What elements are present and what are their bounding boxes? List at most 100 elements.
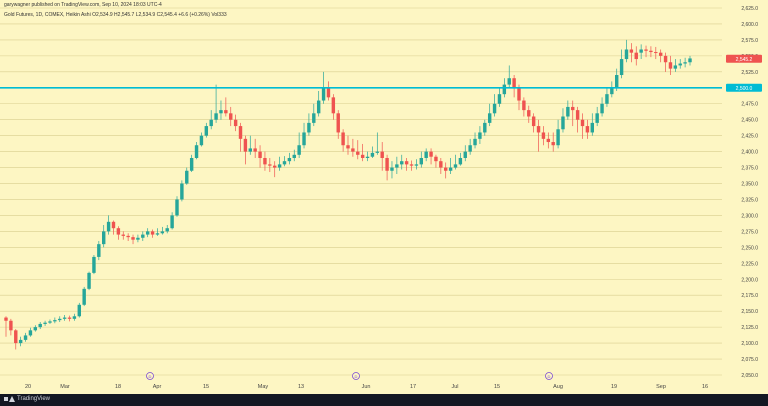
candle-body — [351, 148, 355, 152]
x-tick-label: Sep — [656, 384, 666, 390]
candle-body — [204, 126, 209, 136]
candle-body — [165, 228, 169, 232]
candle-body — [18, 339, 23, 344]
candle-body — [28, 330, 33, 336]
candle-body — [624, 49, 629, 60]
price-chart[interactable]: 2,625.02,600.02,575.02,550.02,525.02,500… — [0, 0, 768, 394]
event-marker — [352, 372, 360, 380]
candle-body — [170, 215, 174, 229]
candle-body — [243, 138, 248, 152]
y-tick-label: 2,125.0 — [741, 325, 758, 331]
candle-body — [585, 126, 590, 133]
candle-body — [141, 234, 145, 238]
candle-body — [341, 132, 345, 146]
last-price-label: 2,545.2 — [736, 57, 753, 63]
y-tick-label: 2,100.0 — [741, 341, 758, 347]
footer-bar: TradingView — [0, 394, 768, 406]
candle-body — [214, 113, 218, 120]
tradingview-logo-icon — [4, 396, 15, 402]
candle-body — [600, 103, 604, 114]
y-tick-label: 2,450.0 — [741, 118, 758, 124]
candle-body — [390, 167, 394, 171]
candle-body — [590, 122, 594, 133]
y-tick-label: 2,300.0 — [741, 213, 758, 219]
candle-body — [448, 167, 453, 171]
candle-body — [634, 52, 638, 60]
candle-body — [194, 145, 199, 158]
candle-body — [316, 100, 321, 114]
candle-body — [199, 135, 204, 146]
candle-body — [595, 113, 599, 123]
y-tick-label: 2,425.0 — [741, 134, 758, 140]
candle-body — [9, 320, 13, 331]
candle-body — [307, 122, 311, 133]
candle-body — [375, 151, 380, 153]
candle-body — [175, 199, 179, 216]
x-tick-label: 18 — [115, 384, 121, 390]
y-tick-label: 2,400.0 — [741, 150, 758, 156]
candle-body — [478, 132, 482, 139]
candle-body — [346, 145, 350, 149]
candle-body — [82, 288, 86, 305]
event-marker-label: D — [149, 374, 152, 379]
candle-body — [536, 126, 541, 133]
candle-body — [233, 119, 238, 127]
candle-body — [571, 106, 575, 111]
candle-body — [644, 49, 648, 51]
candle-body — [414, 164, 419, 166]
candle-body — [370, 152, 375, 157]
candle-body — [155, 233, 160, 235]
candle-body — [580, 119, 585, 127]
candle-body — [512, 78, 516, 88]
candle-body — [229, 113, 233, 120]
candle-body — [688, 58, 692, 63]
candle-body — [527, 110, 531, 117]
event-marker-label: D — [355, 374, 358, 379]
candle-body — [678, 63, 682, 66]
x-tick-label: 15 — [494, 384, 500, 390]
x-tick-label: 16 — [702, 384, 708, 390]
y-tick-label: 2,075.0 — [741, 357, 758, 363]
candle-body — [419, 157, 423, 165]
candle-body — [522, 100, 526, 111]
candle-body — [253, 148, 257, 152]
x-tick-label: 19 — [611, 384, 617, 390]
x-tick-label: Mar — [60, 384, 70, 390]
candle-body — [121, 234, 125, 236]
candle-body — [497, 94, 502, 104]
candle-body — [619, 59, 624, 76]
candle-body — [67, 317, 72, 319]
candle-body — [541, 132, 546, 139]
candle-body — [258, 151, 262, 158]
candle-body — [58, 318, 62, 321]
candle-body — [136, 237, 140, 240]
candle-body — [277, 164, 282, 168]
tradingview-logo[interactable]: TradingView — [4, 396, 50, 402]
candle-body — [23, 335, 28, 340]
candle-body — [487, 113, 492, 123]
candle-body — [492, 103, 497, 114]
y-tick-label: 2,050.0 — [741, 373, 758, 379]
candle-body — [453, 164, 458, 168]
candle-body — [424, 151, 428, 158]
candle-body — [566, 106, 570, 117]
candle-body — [546, 138, 551, 143]
candle-body — [556, 129, 560, 146]
candle-body — [14, 330, 18, 344]
candle-body — [356, 151, 360, 155]
candle-body — [654, 52, 658, 54]
candle-body — [287, 157, 292, 162]
y-tick-label: 2,325.0 — [741, 197, 758, 203]
candle-body — [145, 231, 150, 235]
candle-body — [209, 119, 213, 127]
candle-body — [111, 221, 116, 229]
candle-body — [507, 78, 511, 85]
candle-body — [248, 148, 252, 152]
candle-body — [116, 228, 121, 235]
x-tick-label: 15 — [203, 384, 209, 390]
candle-body — [185, 170, 189, 184]
candle-body — [360, 154, 365, 158]
candle-body — [658, 52, 663, 56]
candle-body — [238, 126, 243, 139]
candle-body — [639, 49, 643, 53]
